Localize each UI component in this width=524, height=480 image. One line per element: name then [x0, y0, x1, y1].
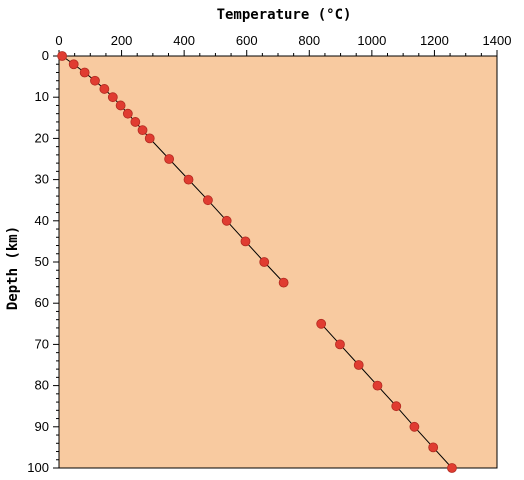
tick-marks [53, 50, 498, 469]
x-tick-label: 1400 [483, 33, 512, 48]
x-tick-label: 600 [236, 33, 258, 48]
data-point [79, 67, 90, 78]
data-point [353, 360, 364, 370]
data-point [68, 59, 79, 70]
y-tick-label: 60 [35, 295, 49, 310]
data-point [278, 277, 289, 288]
data-point [203, 195, 213, 206]
y-tick-label: 50 [35, 254, 49, 269]
y-tick-label: 90 [35, 419, 49, 434]
data-points [57, 51, 457, 473]
data-point [57, 51, 68, 61]
data-point [259, 257, 270, 267]
data-point [447, 463, 457, 473]
y-tick-label: 0 [42, 48, 49, 63]
x-tick-label: 400 [173, 33, 195, 48]
data-point [428, 442, 439, 453]
data-point [90, 75, 100, 86]
y-tick-label: 80 [35, 378, 49, 393]
data-point [130, 117, 141, 127]
x-tick-label: 0 [55, 33, 62, 48]
y-tick-label: 30 [35, 172, 49, 187]
y-tick-label: 70 [35, 336, 49, 351]
data-point [183, 174, 194, 185]
data-point [221, 215, 232, 226]
y-tick-label: 20 [35, 130, 49, 145]
y-tick-label: 40 [35, 213, 49, 228]
data-point [137, 125, 148, 136]
data-point [372, 380, 383, 391]
data-point [99, 84, 110, 94]
data-point [122, 108, 133, 119]
y-axis-title: Depth (km) [5, 226, 21, 310]
data-point [316, 318, 327, 329]
data-point [144, 133, 155, 144]
y-tick-label: 10 [35, 89, 49, 104]
x-tick-label: 1200 [420, 33, 449, 48]
x-tick-label: 200 [111, 33, 133, 48]
tick-labels: 0 200 400 600 800 1000 1200 1400 0 10 20 30 40 50 60 70… [27, 33, 511, 475]
data-point [391, 401, 402, 412]
y-tick-label: 100 [27, 460, 49, 475]
data-point [164, 154, 175, 164]
data-point [115, 100, 126, 111]
x-tick-label: 800 [298, 33, 320, 48]
x-tick-label: 1000 [357, 33, 386, 48]
x-axis-title: Temperature (°C) [217, 7, 352, 23]
data-point [240, 236, 251, 247]
plot-area [58, 55, 498, 469]
data-point [335, 339, 345, 350]
data-point [409, 421, 420, 432]
data-point [107, 92, 118, 103]
